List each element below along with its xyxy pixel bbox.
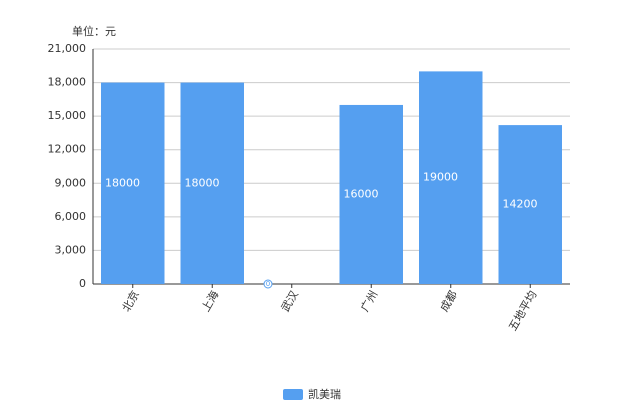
bar [498, 125, 562, 284]
value-label: 14200 [503, 198, 538, 211]
bar [339, 104, 403, 284]
bar [419, 71, 483, 284]
x-tick-label: 北京 [119, 288, 142, 314]
y-axis-title: 单位：元 [72, 24, 116, 38]
x-tick-label: 武汉 [279, 289, 301, 315]
bar [180, 82, 244, 284]
value-label: 16000 [344, 187, 379, 200]
y-tick-label: 12,000 [48, 143, 87, 156]
x-tick-label: 五地平均 [506, 289, 539, 334]
y-tick-label: 15,000 [48, 109, 87, 122]
value-label: 18000 [105, 176, 140, 189]
bar [101, 82, 165, 284]
y-tick-label: 9,000 [55, 176, 87, 189]
x-tick-label: 成都 [438, 289, 460, 315]
value-label: 0 [266, 280, 270, 288]
y-tick-label: 6,000 [55, 210, 87, 223]
y-tick-label: 18,000 [48, 76, 87, 89]
legend-swatch [283, 389, 303, 400]
y-tick-label: 21,000 [48, 42, 87, 55]
x-tick-label: 上海 [198, 288, 221, 314]
y-tick-label: 0 [79, 277, 86, 290]
value-label: 19000 [423, 171, 458, 184]
y-tick-label: 3,000 [55, 243, 87, 256]
value-label: 18000 [185, 176, 220, 189]
x-tick-label: 广州 [358, 289, 380, 315]
legend-label: 凯美瑞 [308, 387, 341, 401]
value-label-badge [263, 279, 273, 289]
